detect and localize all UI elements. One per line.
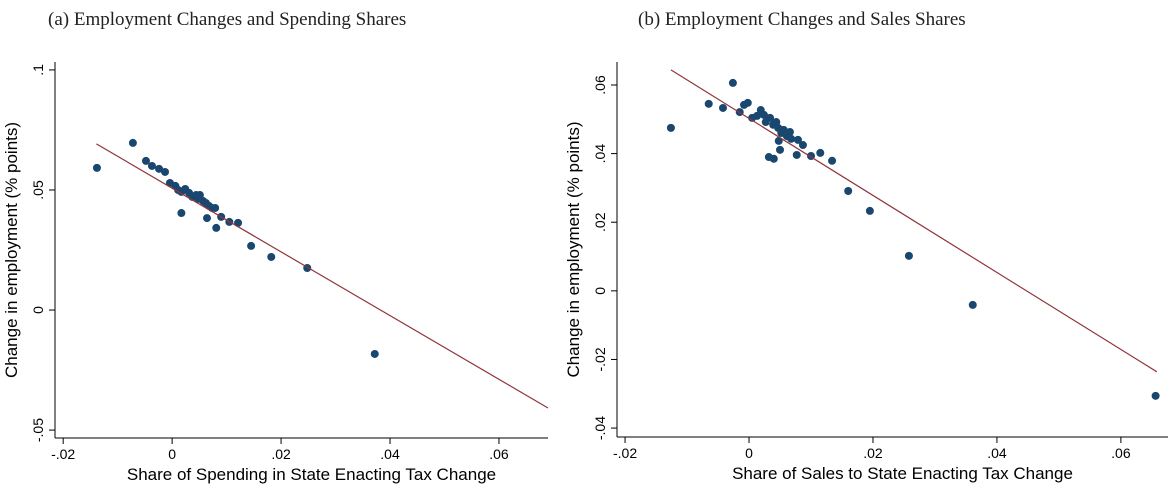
scatter-point (718, 103, 727, 112)
y-tick-label: 0 (30, 306, 46, 314)
scatter-point (865, 206, 874, 215)
scatter-point (1151, 391, 1160, 400)
y-tick-label: -.02 (592, 347, 608, 371)
x-tick-label: .06 (489, 446, 509, 462)
scatter-point (766, 113, 775, 122)
scatter-point (785, 127, 794, 136)
chart-title: (a) Employment Changes and Spending Shar… (48, 9, 406, 30)
scatter-point (798, 141, 807, 150)
y-tick-label: .1 (30, 64, 46, 76)
scatter-point (141, 156, 150, 165)
scatter-point (195, 191, 204, 200)
scatter-point (743, 98, 752, 107)
x-tick-label: 0 (168, 446, 176, 462)
scatter-point (774, 136, 783, 145)
x-tick-label: -.02 (51, 446, 75, 462)
x-tick-label: -.02 (613, 445, 637, 461)
scatter-point (792, 150, 801, 159)
y-tick-label: 0 (592, 287, 608, 295)
y-axis-label: Change in employment (% points) (564, 121, 583, 377)
scatter-point (202, 214, 211, 223)
x-tick-label: .06 (1111, 445, 1131, 461)
scatter-point (844, 187, 853, 196)
scatter-point (161, 167, 170, 176)
scatter-point (128, 138, 137, 147)
y-tick-label: -.04 (592, 416, 608, 440)
scatter-point (968, 300, 977, 309)
scatter-point (211, 203, 220, 212)
scatter-point (212, 223, 221, 232)
scatter-point (776, 145, 785, 154)
scatter-point (753, 111, 762, 120)
scatter-point (704, 99, 713, 108)
x-tick-label: .04 (380, 446, 400, 462)
scatter-point (769, 154, 778, 163)
fit-line (96, 143, 549, 409)
x-tick-label: .02 (271, 446, 291, 462)
chart-title: (b) Employment Changes and Sales Shares (638, 9, 966, 30)
scatter-point (779, 125, 788, 134)
scatter-point (759, 110, 768, 119)
scatter-point (666, 123, 675, 132)
y-axis-label: Change in employment (% points) (2, 122, 21, 378)
x-axis-label: Share of Spending in State Enacting Tax … (127, 465, 496, 484)
x-axis-label: Share of Sales to State Enacting Tax Cha… (732, 464, 1073, 483)
scatter-point (147, 161, 156, 170)
scatter-point (92, 163, 101, 172)
y-tick-label: .04 (592, 144, 608, 164)
scatter-point (177, 209, 186, 218)
scatter-point (787, 134, 796, 143)
x-tick-label: .04 (987, 445, 1007, 461)
y-tick-label: .05 (30, 180, 46, 200)
scatter-point (728, 78, 737, 87)
scatter-point (370, 349, 379, 358)
scatter-point (816, 148, 825, 157)
scatter-point (793, 135, 802, 144)
fit-line (670, 69, 1158, 373)
scatter-point (247, 241, 256, 250)
y-tick-label: -.05 (30, 418, 46, 442)
scatter-point (155, 164, 164, 173)
y-tick-label: .02 (592, 212, 608, 232)
scatter-point (904, 251, 913, 260)
scatter-point (267, 252, 276, 261)
scatter-point (828, 156, 837, 165)
x-tick-label: 0 (745, 445, 753, 461)
y-tick-label: .06 (592, 75, 608, 95)
x-tick-label: .02 (863, 445, 883, 461)
